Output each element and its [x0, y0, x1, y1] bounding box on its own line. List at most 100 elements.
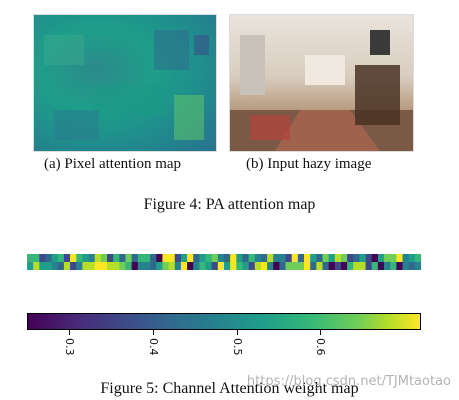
strip-cell [328, 262, 336, 270]
strip-cell [310, 254, 317, 262]
strip-cell [113, 262, 120, 270]
strip-cell [267, 254, 274, 262]
strip-cell [248, 262, 256, 270]
strip-cell [353, 262, 360, 270]
strip-cell [187, 254, 194, 262]
strip-cell [371, 254, 379, 262]
strip-cell [236, 254, 243, 262]
strip-cell [143, 262, 151, 270]
strip-cell [273, 262, 280, 270]
colorbar-tick [236, 330, 238, 335]
strip-cell [150, 262, 157, 270]
input-hazy-image [229, 14, 414, 152]
strip-cell [82, 262, 89, 270]
strip-cell [193, 262, 200, 270]
panel-b-caption: (b) Input hazy image [246, 156, 372, 172]
strip-cell [291, 262, 299, 270]
strip-cell [205, 254, 212, 262]
strip-cell [359, 254, 366, 262]
strip-cell [347, 262, 354, 270]
strip-cell [82, 254, 89, 262]
strip-cell [304, 254, 311, 262]
strip-cell [334, 254, 342, 262]
strip-cell [27, 254, 34, 262]
strip-cell [260, 254, 268, 262]
strip-cell [131, 262, 139, 270]
colorbar-tick [152, 330, 154, 335]
strip-cell [57, 254, 65, 262]
colorbar-tick-label: 0.4 [146, 338, 160, 356]
strip-cell [174, 254, 182, 262]
strip-cell [230, 262, 237, 270]
strip-cell [94, 262, 102, 270]
strip-cell [359, 262, 366, 270]
strip-cell [408, 262, 416, 270]
strip-cell [285, 254, 293, 262]
strip-cell [70, 254, 77, 262]
strip-cell [236, 262, 243, 270]
strip-cell [402, 262, 409, 270]
strip-cell [322, 254, 329, 262]
strip-cell [353, 254, 360, 262]
strip-cell [334, 262, 342, 270]
strip-cell [402, 254, 409, 262]
hazy-room-illustration [230, 30, 413, 151]
strip-cell [119, 254, 126, 262]
colorbar-tick [68, 330, 70, 335]
strip-cell [63, 262, 71, 270]
colorbar-tick [320, 330, 322, 335]
strip-cell [328, 254, 336, 262]
strip-cell [248, 254, 256, 262]
strip-cell [384, 254, 391, 262]
strip-cell [119, 262, 126, 270]
strip-cell [150, 254, 157, 262]
channel-attention-strip [27, 254, 421, 270]
strip-cell [162, 254, 169, 262]
strip-cell [125, 254, 132, 262]
strip-cell [100, 262, 108, 270]
panel-a-caption: (a) Pixel attention map [44, 156, 182, 172]
strip-cell [291, 254, 299, 262]
strip-cell [273, 254, 280, 262]
strip-cell [285, 262, 293, 270]
strip-cell [113, 254, 120, 262]
strip-cell [316, 254, 323, 262]
strip-cell [322, 262, 329, 270]
strip-cell [414, 262, 421, 270]
strip-cell [193, 254, 200, 262]
strip-cell [304, 262, 311, 270]
strip-cell [33, 262, 40, 270]
strip-cell [143, 254, 151, 262]
strip-cell [242, 262, 249, 270]
strip-cell [39, 262, 46, 270]
strip-cell [199, 262, 206, 270]
strip-cell [125, 262, 132, 270]
strip-cell [384, 262, 391, 270]
strip-cell [279, 262, 286, 270]
strip-cell [156, 254, 163, 262]
strip-cell [131, 254, 139, 262]
strip-cell [224, 254, 231, 262]
strip-cell [279, 254, 286, 262]
strip-cell [224, 262, 231, 270]
strip-cell [51, 254, 59, 262]
strip-cell [377, 254, 385, 262]
figure-4-caption: Figure 4: PA attention map [143, 196, 316, 213]
colorbar-tick-label: 0.6 [314, 338, 328, 356]
strip-cell [27, 262, 34, 270]
strip-cell [76, 262, 83, 270]
strip-cell [70, 262, 77, 270]
strip-cell [390, 254, 397, 262]
strip-cell [260, 262, 268, 270]
strip-cell [137, 262, 145, 270]
watermark: https://blog.csdn.net/TJMtaotao [246, 374, 451, 389]
strip-cell [39, 254, 46, 262]
strip-cell [217, 262, 225, 270]
strip-cell [174, 262, 182, 270]
strip-cell [205, 262, 212, 270]
strip-cell [33, 254, 40, 262]
strip-cell [76, 254, 83, 262]
strip-cell [94, 254, 102, 262]
strip-cell [211, 254, 219, 262]
strip-cell [377, 262, 385, 270]
